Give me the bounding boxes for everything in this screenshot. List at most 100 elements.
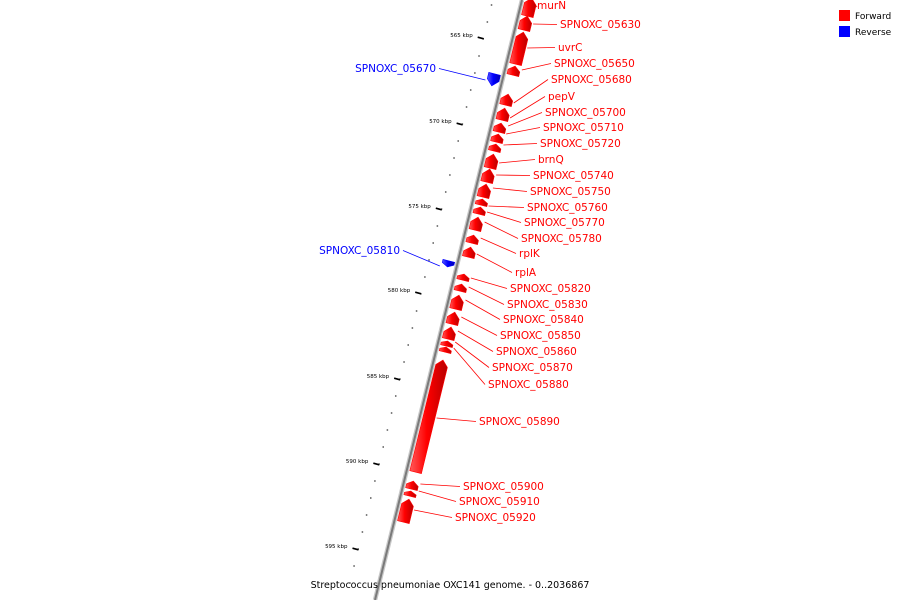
gene-label[interactable]: uvrC [558, 42, 583, 54]
gene-arrow[interactable] [441, 326, 456, 341]
gene-label[interactable]: brnQ [538, 154, 564, 166]
legend-swatch-reverse [839, 26, 850, 37]
tick-label: 595 kbp [325, 544, 348, 550]
gene-leader-line [533, 23, 558, 25]
gene-label[interactable]: pepV [548, 91, 576, 103]
gene-label[interactable]: SPNOXC_05890 [479, 416, 560, 428]
tick-label: 565 kbp [450, 33, 473, 39]
gene-arrow[interactable] [409, 359, 448, 474]
gene-arrow[interactable] [492, 122, 507, 134]
gene-arrow[interactable] [486, 72, 501, 87]
gene-label[interactable]: SPNOXC_05650 [554, 58, 635, 70]
gene-label[interactable]: SPNOXC_05720 [540, 138, 621, 150]
genome-caption: Streptococcus pneumoniae OXC141 genome. … [311, 580, 590, 591]
gene-label[interactable]: SPNOXC_05700 [545, 107, 626, 119]
gene-labels: murN SPNOXC_05630 uvrC SPNOXC_05650 SPNOXC_0… [319, 0, 641, 524]
major-tick: 580 kbp [388, 288, 422, 295]
gene-label[interactable]: SPNOXC_05670 [355, 63, 436, 75]
major-tick: 585 kbp [367, 374, 401, 381]
gene-label[interactable]: SPNOXC_05740 [533, 170, 614, 182]
gene-leader-line [402, 250, 440, 267]
gene-label[interactable]: SPNOXC_05900 [463, 481, 544, 493]
gene-leader-line [513, 79, 549, 104]
gene-arrow[interactable] [441, 259, 456, 268]
gene-label[interactable]: SPNOXC_05830 [507, 299, 588, 311]
gene-arrows [397, 0, 537, 524]
gene-leader-line [484, 221, 519, 239]
gene-arrow[interactable] [480, 168, 495, 184]
gene-leader-line [521, 63, 552, 71]
gene-label[interactable]: SPNOXC_05680 [551, 74, 632, 86]
gene-arrow[interactable] [462, 246, 476, 259]
gene-arrow[interactable] [403, 490, 417, 498]
gene-leader-line [496, 174, 531, 176]
gene-leader-line [488, 205, 525, 208]
gene-arrow[interactable] [468, 216, 483, 232]
gene-arrow[interactable] [474, 198, 488, 207]
gene-leader-line [413, 509, 453, 518]
gene-label[interactable]: SPNOXC_05870 [492, 362, 573, 374]
gene-arrow[interactable] [499, 93, 514, 107]
gene-leader-line [420, 483, 461, 487]
gene-arrow[interactable] [488, 143, 502, 153]
gene-label[interactable]: SPNOXC_05850 [500, 330, 581, 342]
gene-arrow[interactable] [476, 183, 491, 199]
legend-label-forward: Forward [855, 12, 891, 22]
gene-leader-line [527, 47, 556, 49]
gene-arrow[interactable] [453, 283, 467, 293]
gene-arrow[interactable] [449, 294, 464, 311]
gene-arrow[interactable] [472, 206, 486, 216]
gene-label[interactable]: SPNOXC_05840 [503, 314, 584, 326]
gene-leader-line [509, 96, 546, 119]
gene-arrow[interactable] [438, 346, 452, 354]
gene-arrow[interactable] [456, 273, 470, 282]
gene-leader-line [436, 417, 477, 422]
gene-label[interactable]: murN [537, 0, 566, 12]
legend: Forward Reverse [839, 10, 892, 38]
gene-label[interactable]: SPNOXC_05770 [524, 217, 605, 229]
gene-arrow[interactable] [506, 65, 521, 77]
tick-label: 580 kbp [388, 288, 411, 294]
tick-label: 570 kbp [429, 119, 452, 125]
gene-leader-line [454, 341, 490, 368]
gene-leader-line [499, 159, 536, 164]
gene-label[interactable]: SPNOXC_05780 [521, 233, 602, 245]
gene-arrow[interactable] [490, 133, 504, 144]
gene-arrow[interactable] [483, 153, 499, 170]
gene-leader-line [507, 112, 543, 127]
gene-arrow[interactable] [495, 107, 510, 122]
gene-label[interactable]: SPNOXC_05630 [560, 19, 641, 31]
gene-arrow[interactable] [521, 0, 537, 18]
gene-label[interactable]: SPNOXC_05880 [488, 379, 569, 391]
gene-arrow[interactable] [517, 15, 533, 32]
genome-backbone [372, 0, 525, 600]
gene-arrow[interactable] [397, 498, 414, 524]
tick-label: 585 kbp [367, 374, 390, 380]
gene-label[interactable]: rplK [519, 248, 541, 260]
major-tick: 575 kbp [408, 204, 443, 211]
gene-arrow[interactable] [465, 234, 479, 245]
major-ticks: 565 kbp 570 kbp 575 kbp 580 kbp 585 kbp 590 k… [325, 33, 484, 551]
gene-leader-line [461, 316, 498, 336]
gene-label[interactable]: SPNOXC_05710 [543, 122, 624, 134]
gene-arrow[interactable] [445, 311, 460, 326]
gene-arrow[interactable] [440, 340, 454, 348]
gene-label[interactable]: rplA [515, 267, 537, 279]
gene-label[interactable]: SPNOXC_05810 [319, 245, 400, 257]
gene-leaders [402, 5, 558, 518]
gene-label[interactable]: SPNOXC_05760 [527, 202, 608, 214]
gene-label[interactable]: SPNOXC_05910 [459, 496, 540, 508]
gene-leader-line [470, 277, 508, 289]
tick-label: 575 kbp [408, 204, 431, 210]
gene-label[interactable]: SPNOXC_05750 [530, 186, 611, 198]
gene-leader-line [453, 347, 486, 385]
gene-label[interactable]: SPNOXC_05860 [496, 346, 577, 358]
gene-label[interactable]: SPNOXC_05820 [510, 283, 591, 295]
gene-arrow[interactable] [509, 31, 529, 66]
gene-label[interactable]: SPNOXC_05920 [455, 512, 536, 524]
legend-swatch-forward [839, 10, 850, 21]
major-tick: 590 kbp [346, 459, 380, 466]
gene-leader-line [486, 211, 522, 223]
major-tick: 595 kbp [325, 544, 359, 551]
gene-arrow[interactable] [405, 480, 419, 491]
